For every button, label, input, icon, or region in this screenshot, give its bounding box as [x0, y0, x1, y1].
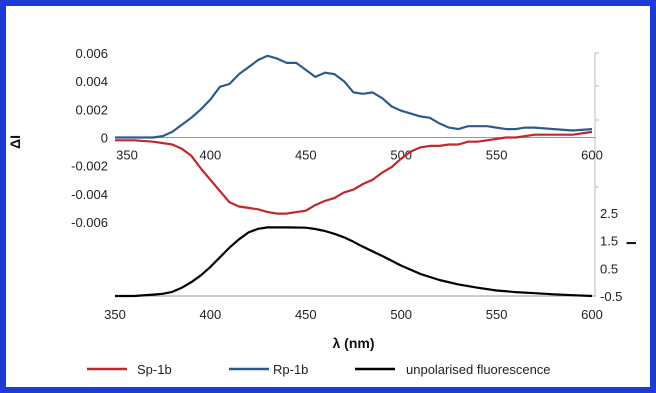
series-line-unpolarised-fluorescence — [115, 226, 593, 298]
bottom-x-tick-label: 500 — [390, 307, 412, 322]
top-x-tick-label: 500 — [390, 148, 412, 163]
legend-label: Rp-1b — [273, 362, 308, 377]
bottom-x-axis-label: λ (nm) — [333, 335, 375, 351]
top-y-tick-label: -0.002 — [71, 159, 108, 174]
bottom-x-tick-label: 450 — [295, 307, 317, 322]
top-y-axis-label: ΔI — [7, 135, 23, 149]
series-line-rp-1b — [115, 54, 593, 139]
top-y-tick-label: 0.006 — [75, 46, 108, 61]
bottom-x-tick-label: 350 — [104, 307, 126, 322]
top-y-tick-label: 0 — [101, 131, 108, 146]
top-x-tick-label: 600 — [581, 148, 603, 163]
legend-label: Sp-1b — [137, 362, 172, 377]
top-y-tick-label: -0.004 — [71, 187, 108, 202]
top-y-tick-label: -0.006 — [71, 215, 108, 230]
bottom-y-tick-label: 0.5 — [600, 261, 618, 276]
top-x-tick-label: 350 — [116, 148, 138, 163]
top-x-tick-label: 550 — [486, 148, 508, 163]
top-x-tick-label: 450 — [295, 148, 317, 163]
bottom-x-tick-label: 600 — [581, 307, 603, 322]
top-y-tick-label: 0.004 — [75, 74, 108, 89]
top-y-tick-label: 0.002 — [75, 102, 108, 117]
legend-label: unpolarised fluorescence — [406, 362, 551, 377]
series-line-sp-1b — [115, 130, 593, 215]
bottom-x-tick-label: 400 — [200, 307, 222, 322]
bottom-y-axis-label: I — [623, 241, 639, 245]
bottom-y-tick-label: 2.5 — [600, 206, 618, 221]
top-x-tick-label: 400 — [200, 148, 222, 163]
bottom-y-tick-label: 1.5 — [600, 234, 618, 249]
bottom-y-tick-label: -0.5 — [600, 289, 622, 304]
bottom-x-tick-label: 550 — [486, 307, 508, 322]
